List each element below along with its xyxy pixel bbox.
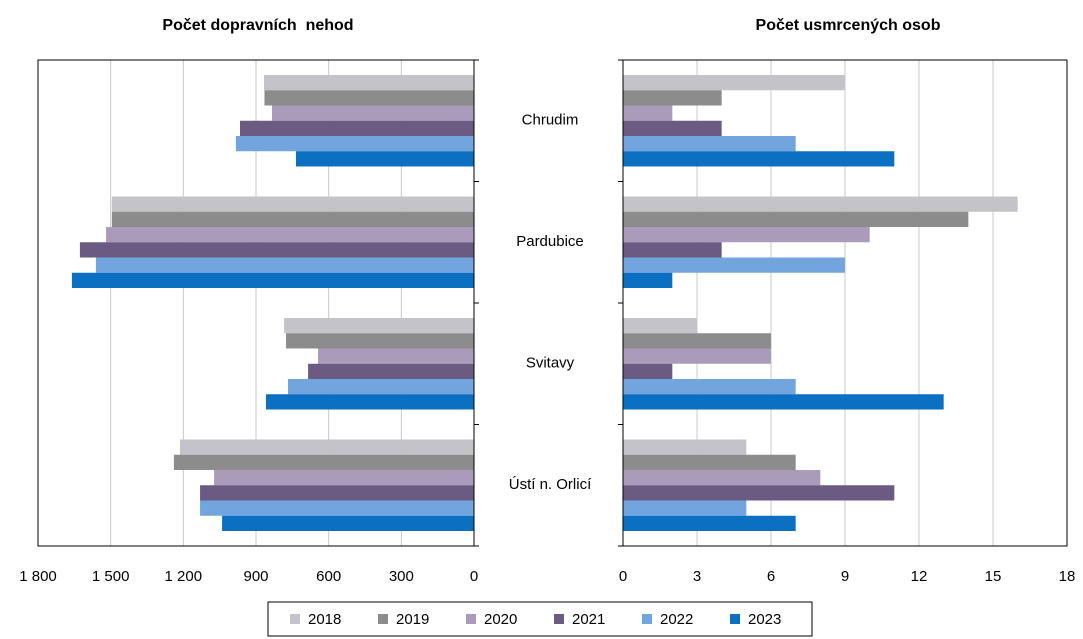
bar (287, 379, 474, 395)
x-tick-label: 0 (470, 568, 478, 585)
bar (623, 394, 944, 410)
bar (623, 470, 821, 486)
bar (308, 363, 474, 379)
legend-label: 2023 (748, 611, 781, 628)
category-label: Chrudim (522, 112, 579, 129)
bar (214, 470, 474, 486)
x-tick-label: 600 (316, 568, 341, 585)
x-tick-label: 18 (1059, 568, 1076, 585)
legend-label: 2019 (396, 611, 429, 628)
bar (623, 363, 673, 379)
bar (623, 136, 796, 152)
bar (623, 257, 845, 273)
x-tick-label: 900 (243, 568, 268, 585)
bar (623, 485, 895, 501)
x-tick-label: 1 500 (92, 568, 130, 585)
bar (263, 75, 474, 91)
bar (623, 348, 771, 364)
legend-label: 2020 (484, 611, 517, 628)
bar (623, 439, 747, 455)
legend-label: 2021 (572, 611, 605, 628)
legend-swatch (378, 614, 388, 624)
x-tick-label: 6 (767, 568, 775, 585)
bar (240, 120, 474, 136)
legend-swatch (642, 614, 652, 624)
x-tick-label: 3 (693, 568, 701, 585)
bar (623, 318, 697, 334)
x-tick-label: 15 (985, 568, 1002, 585)
bar (623, 227, 870, 243)
bar (623, 105, 673, 121)
bar (71, 272, 475, 288)
category-label: Ústí n. Orlicí (509, 476, 592, 493)
bar (200, 485, 474, 501)
legend-label: 2022 (660, 611, 693, 628)
bar (222, 515, 474, 531)
bar (286, 333, 474, 349)
bar (623, 242, 722, 258)
category-label: Svitavy (526, 355, 575, 372)
bar (623, 75, 845, 91)
bar (623, 515, 796, 531)
legend-label: 2018 (308, 611, 341, 628)
bar (623, 196, 1018, 212)
bar (200, 500, 474, 516)
bar (271, 105, 474, 121)
bar (111, 211, 474, 227)
x-tick-label: 1 200 (165, 568, 203, 585)
legend-swatch (290, 614, 300, 624)
legend-swatch (730, 614, 740, 624)
bar (295, 151, 474, 167)
bar (318, 348, 474, 364)
chart-title: Počet dopravních nehod (162, 17, 353, 34)
bar (623, 500, 747, 516)
legend-swatch (554, 614, 564, 624)
bar (284, 318, 474, 334)
x-tick-label: 300 (389, 568, 414, 585)
x-tick-label: 12 (911, 568, 928, 585)
bar (179, 439, 475, 455)
x-tick-label: 0 (619, 568, 627, 585)
x-tick-label: 9 (841, 568, 849, 585)
category-label: Pardubice (516, 233, 584, 250)
bar (623, 90, 722, 106)
legend-box (267, 601, 813, 637)
bar (173, 454, 475, 470)
x-tick-label: 1 800 (19, 568, 57, 585)
bar (235, 136, 474, 152)
legend-swatch (466, 614, 476, 624)
bar (265, 394, 474, 410)
bar (623, 333, 771, 349)
bar (623, 120, 722, 136)
bar (79, 242, 474, 258)
bar (623, 379, 796, 395)
bar (623, 454, 796, 470)
bar (623, 272, 673, 288)
bar (623, 151, 895, 167)
bar (111, 196, 474, 212)
bar (95, 257, 474, 273)
bar (264, 90, 474, 106)
bar (623, 211, 969, 227)
chart-title: Počet usmrcených osob (756, 17, 941, 34)
bar (106, 227, 474, 243)
